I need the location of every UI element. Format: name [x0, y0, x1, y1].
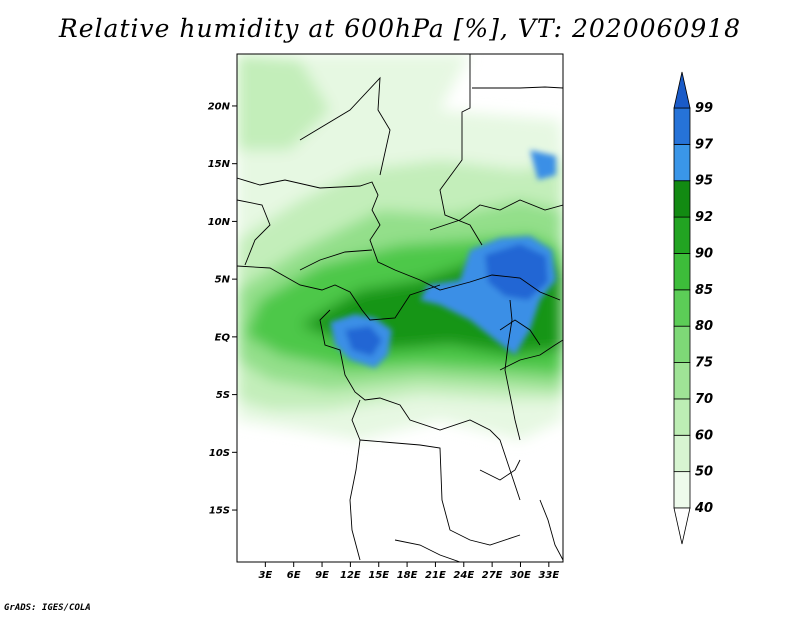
colorbar-label: 92 — [695, 210, 713, 225]
map-title: Relative humidity at 600hPa [%], VT: 202… — [58, 14, 742, 43]
colorbar-bin — [673, 289, 691, 327]
colorbar-label: 85 — [695, 283, 713, 298]
colorbar-bin — [673, 471, 691, 509]
colorbar-label: 40 — [694, 501, 713, 516]
lon-tick-label: 24E — [453, 570, 474, 581]
colorbar-legend: 40 50 60 70 75 80 85 90 92 95 97 99 — [673, 71, 714, 545]
rh-60-region — [237, 54, 330, 150]
lon-tick-label: 21E — [425, 570, 446, 581]
lon-tick-label: 6E — [287, 570, 301, 581]
colorbar-label: 90 — [695, 246, 713, 261]
lat-tick-label: 15N — [208, 159, 231, 170]
colorbar-bin — [673, 325, 691, 363]
colorbar-label: 75 — [695, 356, 713, 371]
rh-97-region — [485, 244, 548, 300]
map-frame — [236, 53, 564, 563]
lat-tick-label: 10N — [208, 217, 231, 228]
colorbar-label: 60 — [695, 428, 713, 443]
colorbar-bin — [673, 143, 691, 182]
colorbar-label: 50 — [695, 465, 713, 480]
lon-tick-label: 30E — [510, 570, 531, 581]
colorbar-label: 97 — [695, 137, 714, 152]
lon-tick-label: 12E — [340, 570, 361, 581]
lon-tick-label: 27E — [482, 570, 503, 581]
colorbar-bin — [673, 362, 691, 400]
lat-tick-label: 15S — [209, 506, 230, 517]
lat-tick-label: 20N — [208, 101, 231, 112]
colorbar-label: 70 — [695, 392, 713, 407]
lon-tick-label: 33E — [538, 570, 559, 581]
lon-tick-label: 3E — [258, 570, 272, 581]
colorbar-bin — [673, 253, 691, 291]
lon-tick-label: 9E — [315, 570, 329, 581]
colorbar-label: 80 — [695, 319, 713, 334]
colorbar-lower-arrow — [673, 507, 691, 545]
lat-tick-label: 10S — [209, 448, 230, 459]
grads-credit: GrADS: IGES/COLA — [4, 603, 91, 613]
lat-tick-label: 5S — [216, 390, 230, 401]
humidity-field — [237, 54, 563, 562]
colorbar-label: 99 — [695, 101, 713, 116]
rh-95-region — [530, 150, 556, 180]
lon-tick-label: 18E — [397, 570, 418, 581]
colorbar-upper-arrow — [673, 71, 691, 109]
colorbar-label: 95 — [695, 174, 713, 189]
colorbar-bin — [673, 398, 691, 436]
longitude-axis: 3E 6E 9E 12E 15E 18E 21E 24E 27E 30E 33E — [258, 562, 559, 581]
colorbar-bin — [673, 180, 691, 218]
country-borders — [237, 54, 563, 562]
lat-tick-label: EQ — [215, 332, 231, 343]
latitude-axis: 20N 15N 10N 5N EQ 5S 10S 15S — [208, 101, 237, 517]
colorbar-bin — [673, 216, 691, 254]
colorbar-bin — [673, 107, 691, 145]
lat-tick-label: 5N — [215, 275, 231, 286]
colorbar-bin — [673, 434, 691, 473]
rh-97-region — [345, 326, 382, 356]
lon-tick-label: 15E — [368, 570, 389, 581]
